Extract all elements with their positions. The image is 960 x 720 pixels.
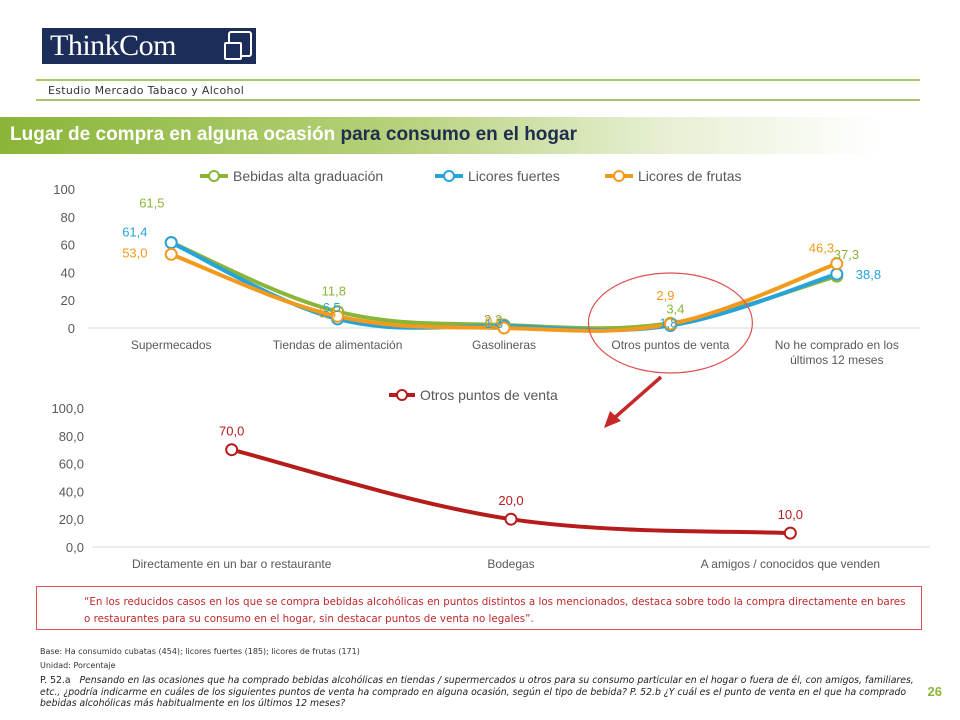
chart1-data-point (830, 267, 844, 281)
chart2-y-tick: 80,0 (59, 429, 84, 444)
chart1-x-tick: Gasolineras (472, 338, 536, 352)
chart1-data-label: 1,3 (485, 316, 503, 331)
chart2-y-tick: 100,0 (51, 401, 84, 416)
chart1-x-tick: No he comprado en los últimos 12 meses (775, 338, 899, 367)
chart1-y-tick: 0 (68, 321, 75, 336)
chart1-data-point (663, 317, 677, 331)
question-code: P. 52.a (40, 675, 71, 686)
chart2-data-point (783, 526, 797, 540)
quote-box: “En los reducidos casos en los que se co… (36, 586, 922, 630)
chart1-data-label: 8,4 (319, 305, 337, 320)
chart1-y-tick: 20 (61, 293, 75, 308)
chart1-data-label: 61,5 (139, 196, 164, 211)
chart2-data-label: 70,0 (219, 424, 244, 439)
chart1-y-tick: 40 (61, 265, 75, 280)
chart2-x-tick: A amigos / conocidos que venden (701, 557, 880, 571)
chart1-data-point (830, 257, 844, 271)
chart2-y-tick: 40,0 (59, 484, 84, 499)
chart2-data-point (504, 512, 518, 526)
chart2-legend-marker (396, 389, 408, 401)
chart1-x-tick: Supermecados (131, 338, 212, 352)
chart2-x-tick: Directamente en un bar o restaurante (132, 557, 332, 571)
chart1-data-label: 2,9 (656, 288, 674, 303)
chart1-y-tick: 100 (53, 182, 75, 197)
chart1-data-point (497, 321, 511, 335)
base-note: Base: Ha consumido cubatas (454); licore… (40, 647, 360, 656)
header-rule-top (36, 79, 920, 81)
page-title-part2: para consumo en el hogar (340, 124, 577, 145)
chart1-data-label: 53,0 (122, 245, 147, 260)
question-note: P. 52.a Pensando en las ocasiones que ha… (40, 675, 920, 710)
chart1-data-label: 2,2 (484, 312, 502, 327)
chart2-y-tick: 20,0 (59, 512, 84, 527)
chart2-y-tick: 0,0 (66, 540, 84, 555)
chart2-legend-label: Otros puntos de venta (420, 387, 558, 403)
chart1-data-label: 37,3 (834, 247, 859, 262)
chart1-x-tick: Otros puntos de venta (611, 338, 729, 352)
unit-note: Unidad: Porcentaje (40, 661, 116, 670)
chart1-legend-marker (443, 170, 455, 182)
chart2-data-label: 10,0 (778, 507, 803, 522)
chart1-legend-label: Licores de frutas (638, 168, 742, 184)
logo-square-inner-icon (224, 42, 242, 60)
chart1-legend-marker (208, 170, 220, 182)
chart1-data-label: 46,3 (809, 241, 834, 256)
chart1-y-tick: 60 (61, 238, 75, 253)
charts-canvas: 100 80 60 40 20 0 Supermecados Tiendas de alime… (51, 168, 930, 571)
chart1-data-label: 11,8 (322, 284, 346, 299)
chart1-data-point (164, 247, 178, 261)
page-number: 26 (927, 684, 942, 699)
question-text: Pensando en las ocasiones que ha comprad… (40, 675, 914, 709)
highlight-arrow-line (610, 375, 663, 422)
page-title-part1: Lugar de compra en alguna ocasión (10, 124, 341, 145)
chart1-y-tick: 80 (61, 210, 75, 225)
chart2-x-tick: Bodegas (487, 557, 534, 571)
title-banner: Lugar de compra en alguna ocasión para c… (0, 117, 880, 154)
chart1-legend-marker (613, 170, 625, 182)
chart1-data-label: 61,4 (122, 225, 147, 240)
chart1-data-point (164, 236, 178, 250)
chart1-data-label: 3,4 (666, 301, 684, 316)
chart1-data-point (331, 309, 345, 323)
chart1-x-tick: Tiendas de alimentación (273, 338, 403, 352)
study-label: Estudio Mercado Tabaco y Alcohol (48, 84, 245, 97)
logo-text: ThinkCom (50, 29, 177, 62)
chart1-data-label: 6,5 (323, 300, 341, 315)
chart1-data-label: 1,8 (659, 315, 677, 330)
chart1-legend-label: Licores fuertes (468, 168, 560, 184)
chart1-legend-label: Bebidas alta graduación (233, 168, 383, 184)
chart2-data-label: 20,0 (498, 493, 523, 508)
header-rule-bottom (36, 99, 920, 101)
page-title: Lugar de compra en alguna ocasión para c… (10, 124, 577, 146)
chart1-series-line (169, 240, 839, 331)
chart1-data-label: 0,0 (485, 314, 503, 329)
highlight-arrow-head (604, 411, 621, 428)
highlight-ellipse (587, 272, 754, 374)
chart2-data-point (225, 443, 239, 457)
chart2-y-tick: 60,0 (59, 457, 84, 472)
chart1-data-label: 38,8 (856, 267, 881, 282)
thinkcom-logo: ThinkCom (42, 28, 256, 64)
